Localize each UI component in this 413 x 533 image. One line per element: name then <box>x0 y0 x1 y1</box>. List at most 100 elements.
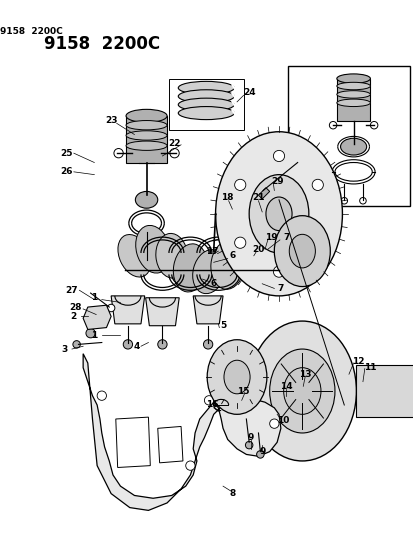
Polygon shape <box>116 417 150 467</box>
Ellipse shape <box>178 98 234 111</box>
Circle shape <box>340 198 347 204</box>
Circle shape <box>234 179 245 190</box>
Circle shape <box>311 237 323 248</box>
Text: 6: 6 <box>229 251 235 260</box>
Ellipse shape <box>340 138 366 155</box>
Text: 12: 12 <box>351 357 364 366</box>
Ellipse shape <box>206 340 266 414</box>
Ellipse shape <box>173 244 207 292</box>
Ellipse shape <box>210 241 244 289</box>
Text: 23: 23 <box>104 116 117 125</box>
Circle shape <box>157 340 167 349</box>
Text: 8: 8 <box>229 489 235 498</box>
Ellipse shape <box>336 99 370 107</box>
Circle shape <box>292 382 311 400</box>
Circle shape <box>123 340 132 349</box>
Ellipse shape <box>269 349 334 433</box>
Text: 1: 1 <box>91 293 97 302</box>
Text: 15: 15 <box>237 386 249 395</box>
Circle shape <box>273 266 284 277</box>
Ellipse shape <box>265 197 291 231</box>
Circle shape <box>359 198 366 204</box>
Circle shape <box>203 340 212 349</box>
Text: 19: 19 <box>265 232 277 241</box>
Text: 16: 16 <box>205 400 218 409</box>
Circle shape <box>311 179 323 190</box>
Ellipse shape <box>155 233 187 278</box>
Circle shape <box>86 328 95 338</box>
Ellipse shape <box>215 132 342 296</box>
Ellipse shape <box>223 360 249 394</box>
Text: 21: 21 <box>252 192 264 201</box>
Text: 7: 7 <box>277 284 283 293</box>
Text: 2: 2 <box>71 312 77 321</box>
Circle shape <box>97 391 106 400</box>
Polygon shape <box>356 365 413 417</box>
Circle shape <box>269 419 278 429</box>
Ellipse shape <box>118 235 151 277</box>
Ellipse shape <box>178 90 234 103</box>
Text: 3: 3 <box>61 344 67 353</box>
Text: 27: 27 <box>66 286 78 295</box>
Polygon shape <box>336 78 370 120</box>
Ellipse shape <box>243 233 272 272</box>
Circle shape <box>169 149 179 158</box>
Circle shape <box>185 461 195 470</box>
Ellipse shape <box>135 191 157 208</box>
Text: 18: 18 <box>221 192 233 201</box>
Ellipse shape <box>93 316 107 326</box>
Circle shape <box>107 304 114 312</box>
Text: 22: 22 <box>168 139 180 148</box>
Ellipse shape <box>336 82 370 90</box>
Polygon shape <box>145 298 179 326</box>
Circle shape <box>234 237 245 248</box>
Ellipse shape <box>126 120 167 130</box>
Ellipse shape <box>135 225 170 273</box>
Circle shape <box>329 122 336 129</box>
Circle shape <box>142 257 151 267</box>
Polygon shape <box>193 296 223 324</box>
Text: 25: 25 <box>60 149 72 158</box>
Circle shape <box>256 451 263 458</box>
Polygon shape <box>126 116 167 163</box>
Ellipse shape <box>178 107 234 119</box>
Ellipse shape <box>126 141 167 150</box>
Circle shape <box>273 150 284 161</box>
Text: 9: 9 <box>247 433 254 442</box>
Polygon shape <box>111 296 145 324</box>
Text: 5: 5 <box>219 321 225 330</box>
Ellipse shape <box>126 109 167 123</box>
Ellipse shape <box>274 216 330 287</box>
Text: 6: 6 <box>210 279 216 288</box>
Text: 26: 26 <box>60 167 72 176</box>
Text: 1: 1 <box>91 330 97 340</box>
Text: 4: 4 <box>134 342 140 351</box>
Text: 17: 17 <box>205 247 218 256</box>
Text: 10: 10 <box>277 416 289 425</box>
Circle shape <box>370 122 377 129</box>
Ellipse shape <box>289 235 315 268</box>
Text: 9: 9 <box>259 447 265 456</box>
Circle shape <box>245 441 252 449</box>
Polygon shape <box>157 426 183 463</box>
Ellipse shape <box>336 91 370 98</box>
Text: 29: 29 <box>270 176 283 185</box>
Text: 9158  2200C: 9158 2200C <box>0 27 63 36</box>
Polygon shape <box>83 305 111 329</box>
Text: 11: 11 <box>363 363 376 372</box>
Circle shape <box>73 341 80 348</box>
Polygon shape <box>83 354 280 511</box>
Text: 28: 28 <box>69 303 82 312</box>
Text: 7: 7 <box>282 232 289 241</box>
Bar <box>169 78 243 130</box>
Circle shape <box>204 395 213 405</box>
Ellipse shape <box>228 235 258 277</box>
Text: 14: 14 <box>280 382 292 391</box>
Text: 20: 20 <box>252 245 264 254</box>
Ellipse shape <box>249 175 308 253</box>
Ellipse shape <box>336 74 370 83</box>
Text: 24: 24 <box>242 88 255 97</box>
Ellipse shape <box>178 82 234 94</box>
Text: 9158  2200C: 9158 2200C <box>44 35 160 53</box>
Ellipse shape <box>283 368 320 414</box>
